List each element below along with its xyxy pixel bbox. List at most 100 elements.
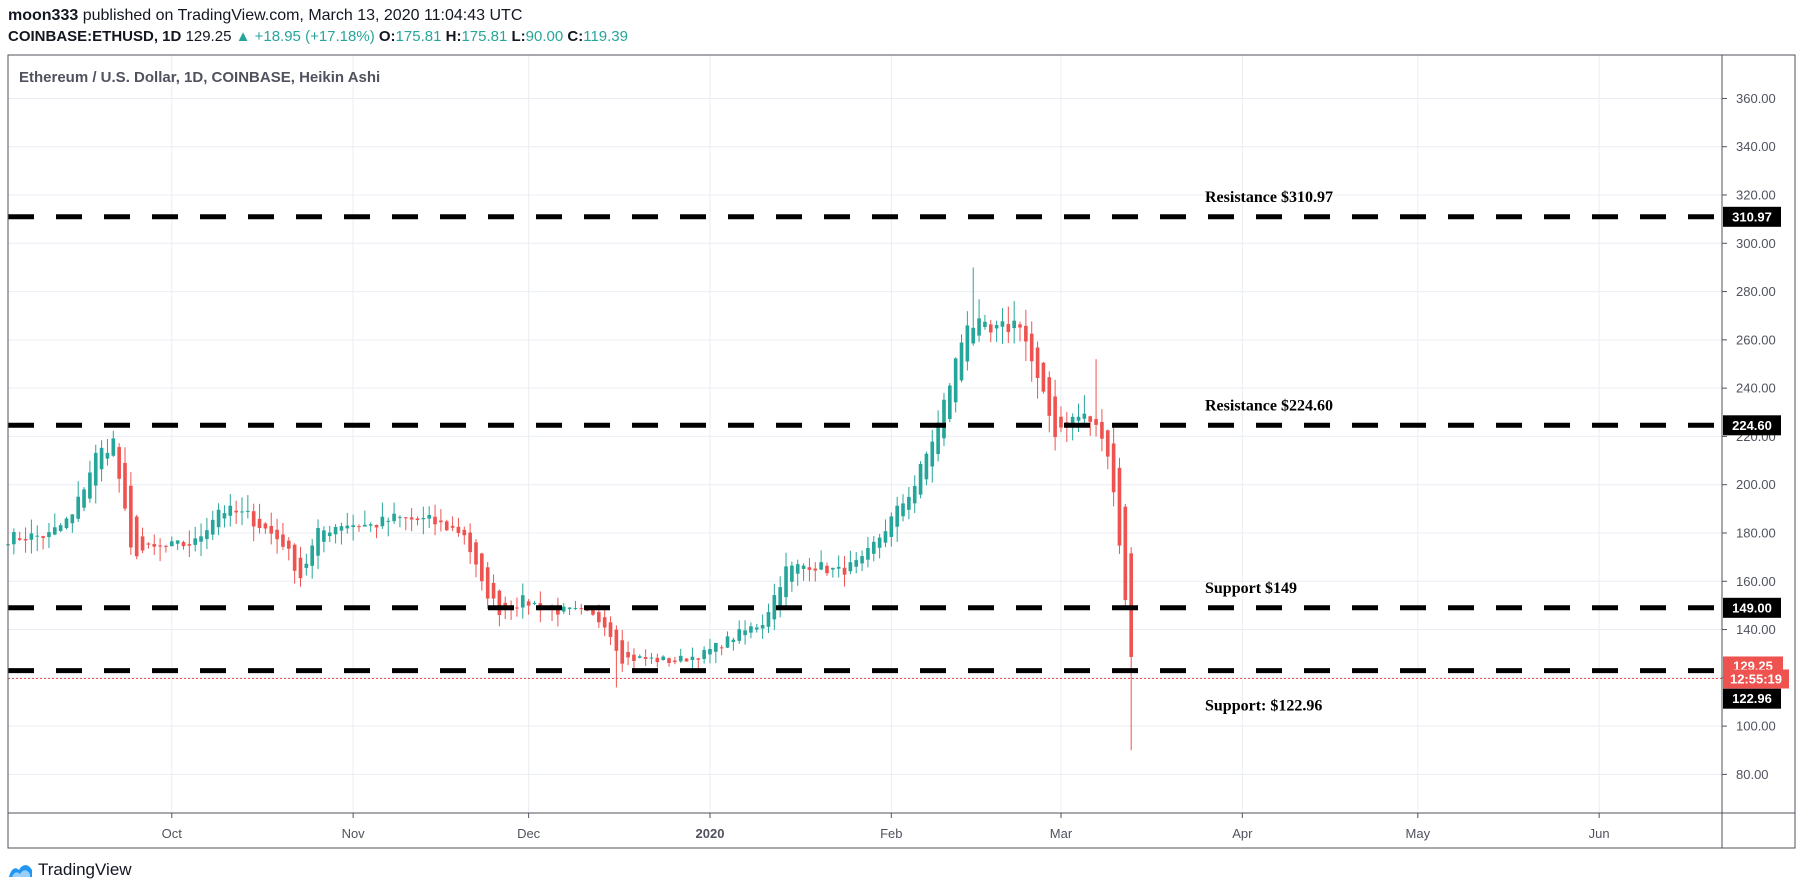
candle-body [1024,325,1028,342]
candle-body [708,649,712,655]
author-name[interactable]: moon333 [8,7,79,24]
candle-body [743,630,747,636]
x-tick-label: Apr [1232,826,1253,841]
level-price-tag [1723,206,1781,227]
candle-body [795,564,800,574]
candle-body [556,608,560,615]
time-axis[interactable]: Oct Nov Dec 2020 Feb Mar Apr May Jun [162,813,1610,841]
candle-body [12,532,16,545]
candle-body [234,510,238,513]
candle-body [1070,416,1075,425]
countdown-tag [1723,669,1789,689]
candle-body [649,657,654,659]
candle-body [807,567,812,570]
chart-grid [8,55,1722,813]
candle-body [1076,416,1081,421]
candle-body [719,647,724,649]
candle-body [175,540,180,544]
candle-body [907,496,911,510]
level-price-tag [1723,597,1781,618]
candle-body [877,537,882,548]
x-tick-label: Mar [1050,826,1073,841]
candle-body [948,385,952,420]
candle-body [930,441,935,467]
candle-body [263,523,268,529]
candle-body [29,533,34,540]
candle-body [246,510,250,512]
x-tick-label: May [1406,826,1431,841]
candle-body [1100,421,1104,439]
level-price-tag-text: 310.97 [1732,209,1772,224]
candle-body [632,654,636,661]
candle-body [725,636,730,648]
candle-body [912,485,917,504]
candle-body [673,660,677,663]
high-label: H: [445,28,462,45]
candle-body [298,557,303,579]
candle-body [88,472,92,499]
candle-body [678,655,683,662]
candle-body [918,464,923,495]
candle-body [901,503,905,517]
candle-body [1082,413,1087,419]
y-tick-label: 320.00 [1736,188,1776,203]
horizontal-lines: Resistance $310.97 Resistance $224.60 Supp… [8,189,1722,715]
x-tick-label: Jun [1589,826,1610,841]
candle-body [526,601,531,606]
candle-body [731,639,736,643]
candle-body [614,629,619,651]
candle-body [403,517,408,519]
candle-body [146,543,151,545]
candle-body [351,525,355,527]
chart-title: Ethereum / U.S. Dollar, 1D, COINBASE, He… [19,69,380,86]
candle-body [480,553,484,582]
candle-body [1117,467,1122,546]
candle-body [286,540,291,549]
candle-body [714,642,718,652]
candle-body [222,513,227,519]
candle-body [1018,324,1022,328]
candle-body [561,606,566,612]
candle-body [965,325,970,362]
candle-body [158,545,162,547]
tradingview-logo-icon[interactable] [8,861,34,879]
candle-body [790,565,794,582]
candle-body [1012,320,1016,329]
level-label: Support: $122.96 [1205,698,1322,715]
candle-body [1094,419,1098,425]
candle-body [322,530,326,542]
candle-body [374,524,379,528]
y-tick-label: 80.00 [1736,767,1769,782]
candle-body [772,595,777,620]
candle-body [602,617,607,628]
candle-body [1000,321,1005,327]
low-value: 90.00 [525,28,564,45]
candle-body [339,526,344,531]
tradingview-brand[interactable]: TradingView [38,860,132,879]
candle-body [368,524,373,526]
y-tick-label: 140.00 [1736,622,1776,637]
candle-body [93,452,98,486]
candle-body [41,536,45,538]
candle-body [251,511,256,527]
candle-body [825,565,829,574]
candle-body [848,562,853,572]
candle-body [415,518,420,521]
candle-body [82,489,86,508]
candle-body [1123,506,1128,600]
candle-body [515,607,519,609]
candle-body [1059,416,1063,428]
chart-frame [7,54,1796,849]
candle-body [620,640,625,664]
candle-body [520,595,525,608]
level-price-tag-text: 149.00 [1732,600,1772,615]
candle-body [831,567,835,570]
price-axis[interactable]: 80.00100.00120.00140.00160.00180.00200.0… [1722,91,1789,782]
candle-body [766,612,771,627]
candle-body [1129,553,1133,657]
candle-body [129,485,133,548]
x-tick-label: 2020 [696,826,725,841]
candle-body [637,656,642,658]
candle-body [754,627,759,630]
